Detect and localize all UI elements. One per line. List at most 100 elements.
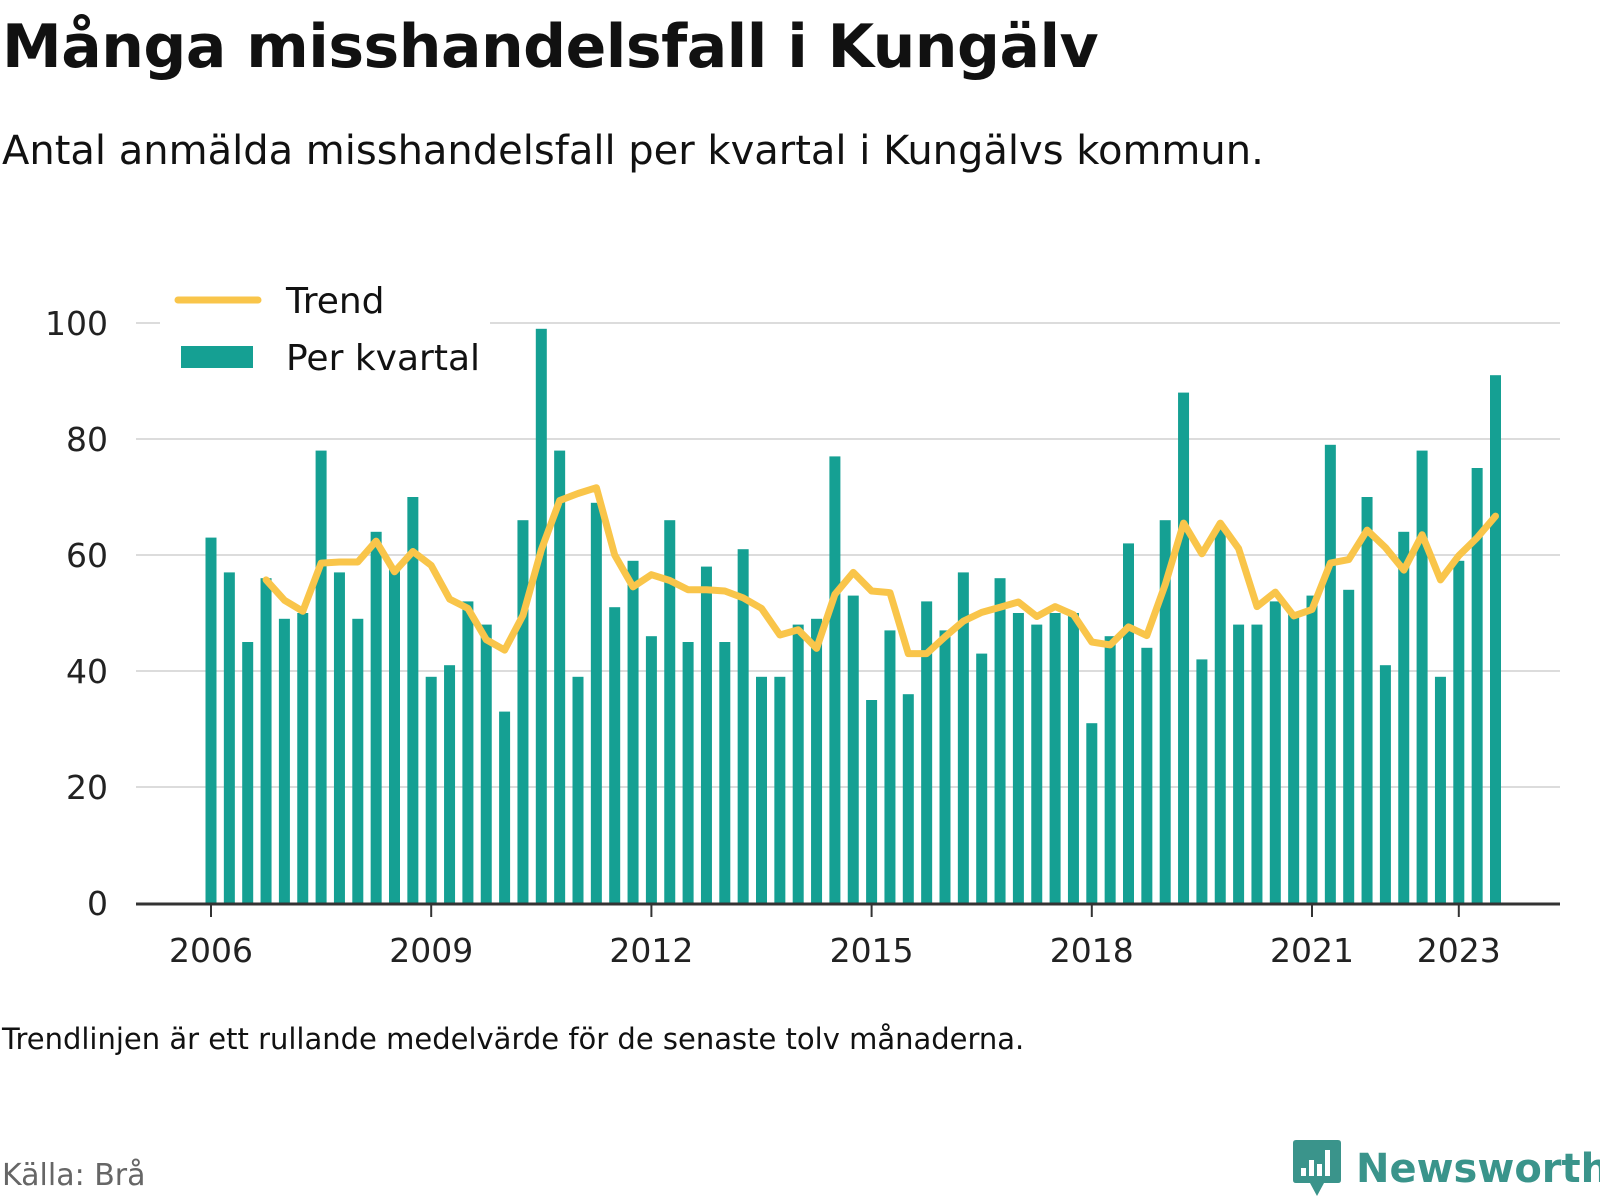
bar — [278, 618, 290, 903]
bar-line-chart: 0 20 40 60 80 100 2006 2009 2012 2015 2018 2021 2023… — [45, 270, 1560, 970]
bar — [499, 711, 511, 903]
bar — [315, 450, 327, 903]
bar — [1306, 595, 1318, 903]
bar — [1233, 624, 1245, 903]
bar — [425, 676, 437, 903]
bar — [1324, 444, 1336, 903]
chart-title: Många misshandelsfall i Kungälv — [2, 12, 1099, 82]
y-tick-label: 80 — [66, 420, 108, 459]
y-tick-label: 20 — [66, 768, 108, 807]
bar — [1361, 497, 1373, 903]
bar — [1453, 560, 1465, 903]
bar — [1178, 392, 1190, 903]
x-tick-label: 2021 — [1270, 931, 1354, 970]
bar — [609, 607, 621, 903]
bar — [370, 531, 382, 903]
bar — [921, 601, 933, 903]
brand-logo: Newsworthy — [1292, 1138, 1600, 1200]
bar — [976, 653, 988, 903]
bar — [1288, 613, 1300, 903]
bar — [297, 613, 309, 903]
y-tick-label: 60 — [66, 536, 108, 575]
bar — [884, 630, 896, 903]
bar — [829, 456, 841, 903]
bar — [737, 549, 749, 903]
bar — [205, 537, 217, 903]
bar — [1416, 450, 1428, 903]
bar — [444, 665, 456, 903]
bar — [811, 618, 823, 903]
bar — [554, 450, 566, 903]
bar — [902, 694, 914, 903]
bar — [407, 497, 419, 903]
bar — [1398, 531, 1410, 903]
bar — [756, 676, 767, 903]
bar — [389, 566, 400, 903]
x-tick-label: 2006 — [169, 931, 253, 970]
bar — [1471, 468, 1483, 903]
trend-line — [262, 484, 1499, 658]
bar — [866, 700, 878, 903]
bar — [682, 642, 694, 903]
bar — [1269, 601, 1281, 903]
y-tick-label: 40 — [66, 652, 108, 691]
bar — [1123, 543, 1134, 903]
bar — [847, 595, 859, 903]
bar — [957, 572, 969, 903]
bar — [535, 328, 547, 903]
bar — [572, 676, 584, 903]
bar — [627, 560, 639, 903]
bar — [480, 624, 492, 903]
legend-label-trend: Trend — [285, 281, 385, 322]
bar — [352, 618, 364, 903]
newsworthy-logo-icon — [1293, 1140, 1341, 1196]
bar — [517, 520, 529, 903]
bar — [1141, 647, 1153, 903]
legend-bar-swatch — [181, 346, 253, 368]
line-series-trend — [262, 484, 1499, 658]
axes: 0 20 40 60 80 100 2006 2009 2012 2015 2018 2021 2023 — [45, 304, 1560, 970]
bar — [1251, 624, 1263, 903]
bar — [333, 572, 345, 903]
bar — [719, 642, 731, 903]
bar — [700, 566, 712, 903]
bar — [242, 642, 254, 903]
bar — [462, 601, 474, 903]
bar-series-per-kvartal — [205, 328, 1501, 903]
bar — [1196, 659, 1208, 903]
x-tick-label: 2018 — [1050, 931, 1134, 970]
bar — [1049, 613, 1061, 903]
bar — [994, 578, 1006, 903]
bar — [1031, 624, 1043, 903]
legend-label-per-kvartal: Per kvartal — [286, 338, 480, 379]
legend: Trend Per kvartal — [160, 270, 490, 382]
bar — [1012, 613, 1024, 903]
bar — [792, 624, 804, 903]
bar — [645, 636, 657, 903]
bar — [260, 578, 272, 903]
bar — [1343, 589, 1355, 903]
bar — [1214, 526, 1226, 903]
bar — [1434, 676, 1446, 903]
bar — [223, 572, 235, 903]
x-tick-label: 2012 — [609, 931, 693, 970]
bar — [1086, 723, 1098, 903]
bar — [1379, 665, 1391, 903]
bar — [664, 520, 676, 903]
bar — [1490, 375, 1501, 903]
brand-name: Newsworthy — [1356, 1146, 1600, 1192]
bar — [939, 630, 951, 903]
chart-subtitle: Antal anmälda misshandelsfall per kvarta… — [2, 128, 1264, 174]
footnote: Trendlinjen är ett rullande medelvärde f… — [2, 1022, 1025, 1056]
bar — [1159, 520, 1171, 903]
bar — [1067, 613, 1079, 903]
bar — [1104, 636, 1116, 903]
y-tick-label: 100 — [45, 304, 108, 343]
x-tick-label: 2015 — [830, 931, 914, 970]
bar — [774, 676, 786, 903]
bar — [590, 502, 602, 903]
y-tick-label: 0 — [87, 884, 108, 923]
x-tick-label: 2009 — [389, 931, 473, 970]
x-tick-label: 2023 — [1417, 931, 1501, 970]
source-credit: Källa: Brå — [2, 1158, 146, 1193]
